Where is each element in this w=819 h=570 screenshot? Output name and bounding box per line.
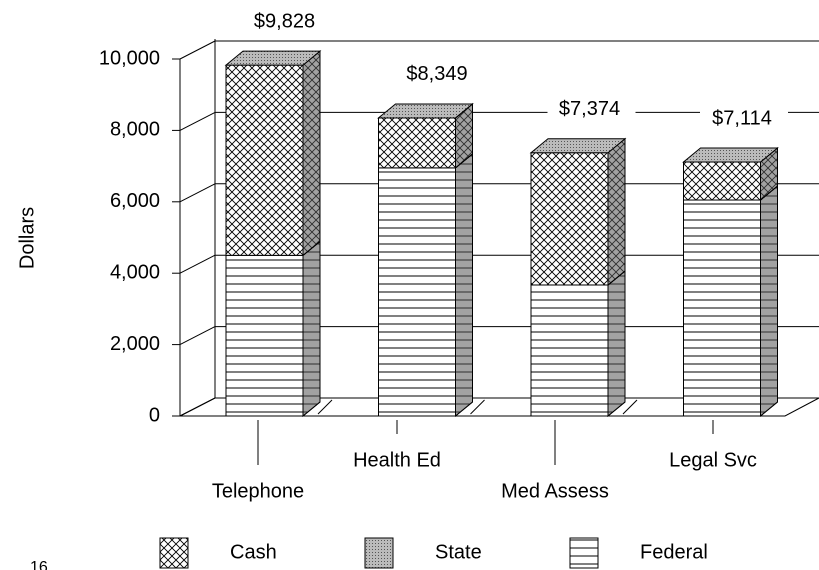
bar-top <box>682 147 779 163</box>
bar-side-shade <box>302 240 321 418</box>
total-label-bg <box>700 106 788 133</box>
bar-segment <box>683 161 761 201</box>
grid-diagonal <box>179 397 216 417</box>
floor-divider <box>470 399 485 415</box>
x-tick-label: Health Ed <box>353 449 441 471</box>
grid-diagonal <box>179 111 216 131</box>
floor-divider <box>317 399 333 415</box>
bar-segment <box>378 167 456 417</box>
bar-segment <box>225 64 304 256</box>
grid-diagonal <box>179 254 216 274</box>
bar-top <box>224 50 322 66</box>
legend-swatch <box>159 537 189 569</box>
x-tick-label: Telephone <box>212 480 304 502</box>
bar-side-shade <box>607 137 626 287</box>
legend-label: Cash <box>230 541 277 563</box>
grid-diagonal <box>179 40 216 60</box>
bar-top <box>377 103 474 119</box>
bar-side-shade <box>607 269 626 418</box>
bar-side-shade <box>455 152 473 418</box>
bar-segment <box>225 254 304 417</box>
bar-top <box>529 138 627 154</box>
legend-label: Federal <box>640 541 708 563</box>
total-label-bg <box>242 9 331 36</box>
bar-segment <box>683 199 761 417</box>
total-label: $7,374 <box>559 98 620 120</box>
y-tick-label: 10,000 <box>99 47 160 69</box>
y-tick-label: 2,000 <box>110 333 160 355</box>
bar-segment <box>378 117 456 169</box>
grid-diagonal <box>179 326 216 346</box>
y-axis-label: Dollars <box>16 207 38 269</box>
total-label: $8,349 <box>406 63 467 85</box>
floor-divider <box>622 399 638 415</box>
y-tick-label: 4,000 <box>110 261 160 283</box>
y-tick-label: 6,000 <box>110 190 160 212</box>
x-tick-label: Med Assess <box>501 480 609 502</box>
bar-segment <box>530 152 609 286</box>
legend-label: State <box>435 541 482 563</box>
total-label: $7,114 <box>712 107 772 129</box>
legend-swatch <box>364 537 394 569</box>
grid-diagonal <box>179 183 216 203</box>
total-label: $9,828 <box>254 10 315 32</box>
total-label-bg <box>395 61 483 88</box>
bar-segment <box>530 284 609 417</box>
total-label-bg <box>547 96 636 123</box>
bar-side-shade <box>760 184 778 418</box>
legend-swatch <box>569 537 599 569</box>
x-tick-label: Legal Svc <box>669 449 757 471</box>
y-tick-label: 0 <box>149 404 160 426</box>
bar-side-shade <box>302 50 321 257</box>
page-number: 16 <box>30 559 48 570</box>
y-tick-label: 8,000 <box>110 119 160 141</box>
